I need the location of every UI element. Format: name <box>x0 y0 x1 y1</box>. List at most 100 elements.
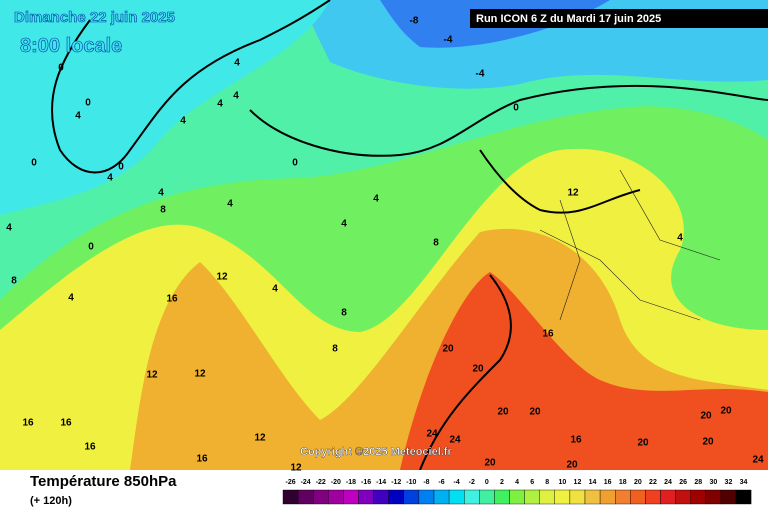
legend-label: 30 <box>709 479 717 486</box>
contour-label: 24 <box>426 429 438 440</box>
legend-swatch <box>599 489 616 505</box>
footer-title: Température 850hPa <box>30 473 177 490</box>
contour-label: 8 <box>332 344 338 355</box>
legend-label: -8 <box>423 479 429 486</box>
coastline <box>479 149 641 214</box>
legend-label: 28 <box>694 479 702 486</box>
contour-label: 4 <box>107 173 113 184</box>
legend-label: 32 <box>725 479 733 486</box>
legend-swatch <box>720 489 737 505</box>
legend-label: -10 <box>406 479 416 486</box>
contour-label: 0 <box>513 103 519 114</box>
legend-swatch <box>479 489 495 505</box>
contour-label: 8 <box>433 238 439 249</box>
contour-label: 20 <box>472 364 484 375</box>
contour-label: 20 <box>702 437 714 448</box>
coastline <box>249 84 768 157</box>
legend-swatch <box>313 489 329 505</box>
legend-swatch <box>328 489 344 505</box>
contour-label: 12 <box>216 272 228 283</box>
borders <box>539 169 721 321</box>
legend-label: 34 <box>740 479 748 486</box>
contour-label: 4 <box>341 219 347 230</box>
legend-label: -26 <box>285 479 295 486</box>
contour-label: 4 <box>68 293 74 304</box>
contour-label: 4 <box>75 111 81 122</box>
legend-swatch <box>509 489 525 505</box>
contour-label: 4 <box>234 58 240 69</box>
contour-label: 20 <box>637 438 649 449</box>
contour-label: 4 <box>373 194 379 205</box>
contour-label: 16 <box>60 418 72 429</box>
legend-swatch <box>735 489 752 505</box>
legend-swatch <box>297 489 314 505</box>
contour-label: 4 <box>227 199 233 210</box>
time: 8:00 locale <box>20 35 122 57</box>
legend-swatch <box>645 489 661 505</box>
legend-swatch <box>615 489 631 505</box>
legend-label: -22 <box>316 479 326 486</box>
contour-label: 12 <box>146 370 158 381</box>
contour-label: -4 <box>476 69 485 80</box>
coastline <box>51 0 331 174</box>
contour-label: 0 <box>85 98 91 109</box>
legend-swatch <box>403 489 420 505</box>
legend-swatch <box>358 489 374 505</box>
legend-swatch <box>569 489 586 505</box>
contour-label: 24 <box>449 435 461 446</box>
contour-label: 4 <box>677 233 683 244</box>
legend-swatch <box>690 489 707 505</box>
contour-label: 0 <box>58 63 64 74</box>
footer-subtitle: (+ 120h) <box>30 495 72 507</box>
contour-label: 4 <box>272 284 278 295</box>
contour-label: 12 <box>254 433 266 444</box>
contour-label: 20 <box>442 344 454 355</box>
contour-label: 4 <box>6 223 12 234</box>
legend-swatch <box>524 489 540 505</box>
contour-label: 20 <box>566 460 578 471</box>
legend-swatch <box>464 489 480 505</box>
contour-label: 16 <box>570 435 582 446</box>
contour-label: 20 <box>720 406 732 417</box>
legend-swatch <box>388 489 405 505</box>
legend-label: 0 <box>485 479 489 486</box>
contour-label: 12 <box>567 188 579 199</box>
contour-label: 16 <box>196 454 208 465</box>
run-banner <box>470 9 768 28</box>
contour-label: 0 <box>31 158 37 169</box>
legend-swatch <box>660 489 676 505</box>
legend-label: 20 <box>634 479 642 486</box>
legend-swatch <box>433 489 450 505</box>
legend-label: -12 <box>391 479 401 486</box>
legend-label: 12 <box>574 479 582 486</box>
date: Dimanche 22 juin 2025 <box>14 9 175 26</box>
contour-label: 20 <box>529 407 541 418</box>
legend-label: 16 <box>604 479 612 486</box>
contour-label: 16 <box>22 418 34 429</box>
contour-label: 24 <box>752 455 764 466</box>
legend-swatch <box>630 489 646 505</box>
legend-label: -4 <box>454 479 460 486</box>
legend-swatch <box>675 489 691 505</box>
legend-swatch <box>282 489 299 505</box>
legend-label: -24 <box>301 479 311 486</box>
contour-label: 4 <box>180 116 186 127</box>
contour-label: 8 <box>341 308 347 319</box>
contour-label: 16 <box>166 294 178 305</box>
contour-label: -8 <box>410 16 419 27</box>
cool-region <box>0 0 330 215</box>
very-hot-region <box>400 272 768 470</box>
contour-label: 8 <box>160 205 166 216</box>
legend-label: 24 <box>664 479 672 486</box>
contour-label: 12 <box>290 463 302 474</box>
copyright: Copyright ©2025 Meteociel.fr <box>300 446 452 458</box>
contour-label: 0 <box>88 242 94 253</box>
legend-label: 6 <box>530 479 534 486</box>
legend-label: -14 <box>376 479 386 486</box>
contour-label: 20 <box>700 411 712 422</box>
contour-label: 0 <box>292 158 298 169</box>
legend-label: -6 <box>438 479 444 486</box>
legend-label: 18 <box>619 479 627 486</box>
legend-swatch <box>343 489 359 505</box>
